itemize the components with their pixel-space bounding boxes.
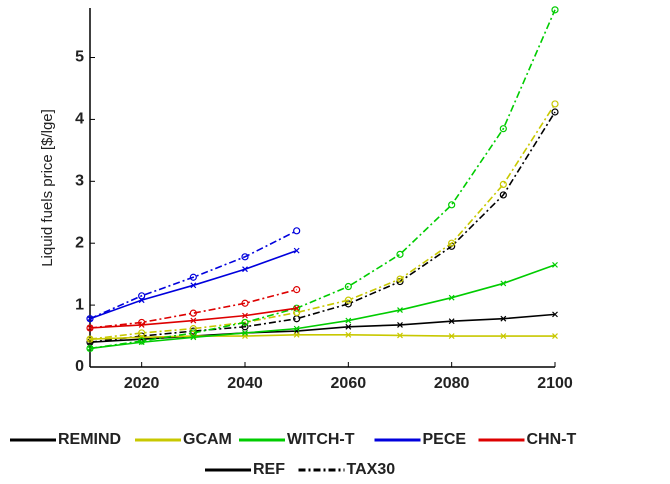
marker [397, 321, 403, 328]
marker [138, 337, 146, 345]
marker [345, 317, 352, 324]
marker [448, 201, 456, 209]
marker [344, 296, 352, 304]
marker [189, 309, 197, 317]
marker [397, 307, 403, 313]
marker [189, 325, 197, 333]
legend-label: REMIND [58, 431, 121, 448]
marker [86, 324, 94, 332]
marker [138, 329, 146, 337]
marker [500, 333, 507, 339]
series-line [89, 288, 297, 329]
marker [87, 315, 93, 322]
x-tick-label: 2060 [331, 375, 367, 392]
y-tick-label: 0 [75, 358, 84, 375]
marker [86, 315, 94, 323]
marker [552, 261, 558, 268]
marker [242, 266, 248, 273]
x-tick-label: 2020 [124, 375, 160, 392]
series-line [89, 111, 556, 344]
marker [293, 331, 300, 338]
series-line [89, 103, 556, 340]
marker [241, 318, 249, 327]
marker [448, 294, 455, 301]
marker [242, 312, 248, 319]
marker [551, 100, 559, 108]
y-tick-label: 5 [75, 49, 84, 66]
marker [86, 344, 94, 353]
marker [344, 282, 352, 291]
marker [499, 125, 507, 133]
marker [190, 282, 197, 289]
legend-label: WITCH-T [287, 431, 355, 448]
y-tick-label: 3 [75, 173, 84, 190]
marker [242, 330, 248, 336]
marker [189, 273, 197, 281]
series-line [89, 230, 298, 320]
legend-label: PECE [423, 431, 467, 448]
marker [396, 275, 404, 283]
y-axis-label: Liquid fuels price [$/lge] [39, 109, 56, 267]
y-tick-label: 1 [75, 296, 84, 313]
marker [448, 318, 455, 325]
marker [293, 247, 300, 254]
marker [293, 308, 301, 317]
marker [293, 325, 300, 332]
legend-label: GCAM [183, 431, 232, 448]
marker [293, 305, 300, 312]
legend-label: REF [253, 461, 285, 478]
marker [499, 180, 507, 189]
marker [551, 6, 559, 14]
marker [241, 323, 249, 331]
marker [241, 299, 249, 307]
marker [396, 250, 404, 258]
marker [345, 331, 352, 338]
marker [138, 292, 146, 300]
marker [552, 333, 558, 339]
marker [241, 253, 249, 261]
marker [397, 332, 403, 339]
marker [551, 108, 559, 116]
marker [500, 315, 507, 322]
marker [138, 332, 146, 340]
series-line [89, 264, 556, 350]
marker [189, 329, 197, 337]
y-tick-label: 4 [75, 111, 84, 128]
marker [448, 239, 456, 247]
series-line [89, 9, 556, 350]
x-tick-label: 2080 [434, 375, 470, 392]
marker [552, 311, 558, 318]
y-tick-label: 2 [75, 234, 84, 251]
x-tick-label: 2040 [227, 375, 263, 392]
x-tick-label: 2100 [537, 375, 573, 392]
marker [293, 286, 301, 294]
marker [500, 280, 507, 287]
legend-label: TAX30 [347, 461, 396, 478]
marker [499, 191, 507, 199]
marker [190, 317, 197, 324]
marker [138, 318, 146, 327]
legend-label: CHN-T [527, 431, 577, 448]
marker [87, 336, 93, 343]
marker [293, 227, 301, 235]
marker [86, 335, 94, 343]
marker [345, 323, 352, 330]
marker [448, 333, 455, 339]
